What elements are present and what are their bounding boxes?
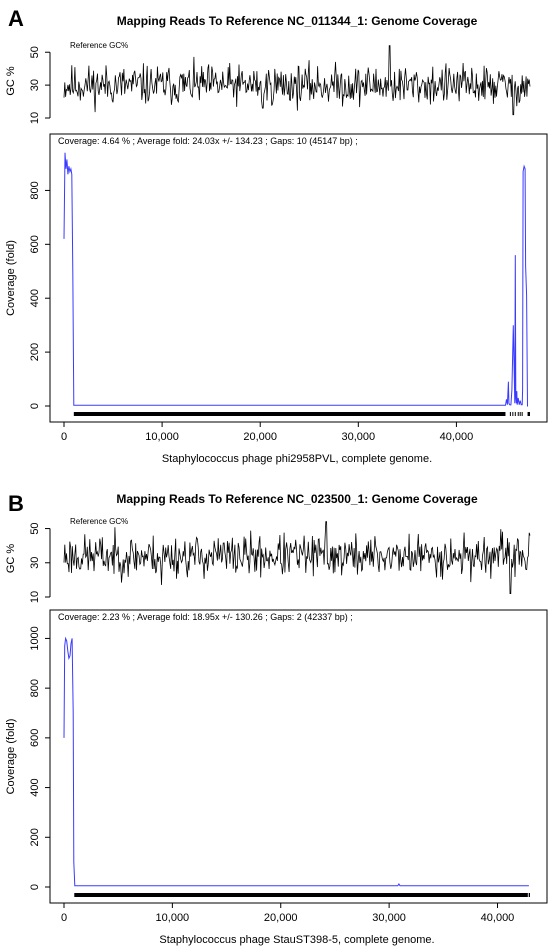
chart-title: Mapping Reads To Reference NC_023500_1: … [116,492,478,506]
coverage-x-tick-label: 0 [61,431,67,443]
gc-series-line [63,45,531,116]
coverage-y-tick-label: 600 [29,235,41,253]
coverage-y-tick-label: 200 [29,343,41,361]
gc-y-tick-label: 50 [29,46,41,58]
gc-y-tick-label: 10 [29,591,41,603]
gap-bar [521,412,523,416]
coverage-plot-frame [49,133,548,423]
gap-bar [528,893,530,897]
coverage-y-tick-label: 400 [29,289,41,307]
coverage-y-tick-label: 0 [29,403,41,409]
gc-legend: Reference GC% [70,517,128,526]
coverage-plot-frame [49,609,548,904]
gap-bar [74,893,528,897]
gc-y-tick-label: 30 [29,557,41,569]
gc-y-axis-label: GC % [5,66,17,96]
gc-legend: Reference GC% [70,41,128,50]
gc-y-tick-label: 10 [29,112,41,124]
gc-y-axis-label: GC % [5,544,17,574]
coverage-y-tick-label: 800 [29,679,41,697]
coverage-y-tick-label: 0 [29,884,41,890]
coverage-y-axis-label: Coverage (fold) [5,240,17,316]
gap-bar [73,412,506,416]
gc-y-tick-label: 30 [29,79,41,91]
coverage-x-axis-label: Staphylococcus phage StauST398-5, comple… [159,934,434,946]
chart-title: Mapping Reads To Reference NC_011344_1: … [117,14,478,28]
coverage-stats: Coverage: 4.64 % ; Average fold: 24.03x … [58,136,358,146]
gap-bar [517,412,519,416]
coverage-series-line [63,636,529,887]
panel-label: B [8,491,24,516]
gap-bar [512,412,514,416]
gap-bar [527,412,530,416]
coverage-x-tick-label: 30,000 [341,431,375,443]
coverage-x-tick-label: 20,000 [264,912,298,924]
panel-b: B Mapping Reads To Reference NC_023500_1:… [5,491,548,946]
coverage-y-tick-label: 400 [29,778,41,796]
coverage-x-tick-label: 40,000 [481,912,515,924]
coverage-x-tick-label: 0 [61,912,67,924]
coverage-stats: Coverage: 2.23 % ; Average fold: 18.95x … [58,612,353,622]
gap-bar [514,412,516,416]
coverage-x-tick-label: 30,000 [372,912,406,924]
coverage-x-tick-label: 10,000 [156,912,190,924]
coverage-x-tick-label: 40,000 [440,431,474,443]
gc-y-tick-label: 50 [29,522,41,534]
gc-series-line [63,521,531,594]
coverage-y-tick-label: 200 [29,828,41,846]
coverage-y-tick-label: 1000 [29,626,41,650]
panel-a: A Mapping Reads To Reference NC_011344_1:… [5,6,548,465]
coverage-y-tick-label: 600 [29,729,41,747]
coverage-series-line [63,152,528,407]
gap-bar [509,412,511,416]
gap-bar [519,412,521,416]
coverage-y-axis-label: Coverage (fold) [5,719,17,795]
panel-label: A [8,6,24,31]
coverage-x-axis-label: Staphylococcus phage phi2958PVL, complet… [162,453,432,465]
coverage-x-tick-label: 10,000 [145,431,179,443]
coverage-x-tick-label: 20,000 [243,431,277,443]
coverage-y-tick-label: 800 [29,181,41,199]
